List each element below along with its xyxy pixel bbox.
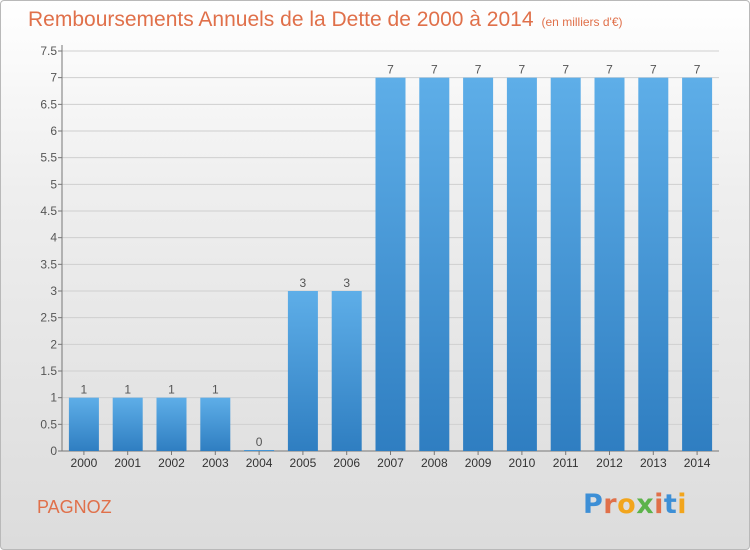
data-label: 7 <box>519 63 526 77</box>
bar <box>375 77 406 452</box>
x-tick-label: 2014 <box>684 456 711 470</box>
y-tick-label: 4.5 <box>40 204 57 218</box>
x-tick-label: 2000 <box>71 456 98 470</box>
bar <box>594 77 625 452</box>
y-tick-label: 1 <box>50 391 57 405</box>
logo-letter: t <box>663 489 678 520</box>
logo-letter: o <box>617 489 637 520</box>
bar <box>463 77 494 452</box>
data-label: 3 <box>300 276 307 290</box>
y-tick-label: 5 <box>50 177 57 191</box>
data-label: 1 <box>168 383 175 397</box>
data-label: 1 <box>212 383 219 397</box>
y-tick-label: 7 <box>50 71 57 85</box>
bar <box>550 77 581 452</box>
data-label: 3 <box>343 276 350 290</box>
data-label: 7 <box>387 63 394 77</box>
y-tick-label: 4 <box>50 231 57 245</box>
y-tick-label: 0.5 <box>40 417 57 431</box>
bar <box>331 291 362 451</box>
y-tick-label: 0 <box>50 444 57 458</box>
data-label: 7 <box>562 63 569 77</box>
bar <box>244 450 275 451</box>
x-tick-label: 2003 <box>202 456 229 470</box>
data-label: 7 <box>606 63 613 77</box>
data-label: 7 <box>475 63 482 77</box>
bar <box>68 397 99 451</box>
x-tick-label: 2009 <box>465 456 492 470</box>
x-tick-label: 2006 <box>333 456 360 470</box>
chart-title: Remboursements Annuels de la Dette de 20… <box>28 8 623 32</box>
bar <box>112 397 143 451</box>
bar <box>419 77 450 452</box>
y-tick-label: 5.5 <box>40 151 57 165</box>
commune-name: PAGNOZ <box>37 497 112 517</box>
data-label: 7 <box>694 63 701 77</box>
bar <box>156 397 187 451</box>
x-tick-label: 2004 <box>246 456 273 470</box>
data-label: 1 <box>124 383 131 397</box>
bar <box>506 77 537 452</box>
data-label: 7 <box>431 63 438 77</box>
y-tick-label: 2 <box>50 337 57 351</box>
y-tick-label: 7.5 <box>40 44 57 58</box>
x-tick-label: 2001 <box>114 456 141 470</box>
logo-letter: i <box>654 489 664 520</box>
data-label: 7 <box>650 63 657 77</box>
logo-letter: x <box>636 489 655 520</box>
x-tick-label: 2012 <box>596 456 623 470</box>
y-tick-label: 3.5 <box>40 257 57 271</box>
x-tick-label: 2005 <box>290 456 317 470</box>
bar <box>638 77 669 452</box>
chart-unit: (en milliers d'€) <box>541 15 623 29</box>
y-tick-label: 6 <box>50 124 57 138</box>
data-label: 1 <box>81 383 88 397</box>
chart-title-text: Remboursements Annuels de la Dette de 20… <box>28 8 534 31</box>
data-label: 0 <box>256 435 263 449</box>
x-tick-label: 2010 <box>509 456 536 470</box>
bar <box>287 291 318 451</box>
x-tick-label: 2008 <box>421 456 448 470</box>
x-tick-label: 2002 <box>158 456 185 470</box>
x-tick-label: 2013 <box>640 456 667 470</box>
proxiti-logo: Proxiti <box>583 489 687 520</box>
y-tick-label: 3 <box>50 284 57 298</box>
y-tick-label: 2.5 <box>40 311 57 325</box>
x-tick-label: 2007 <box>377 456 404 470</box>
bar <box>200 397 231 451</box>
y-tick-label: 1.5 <box>40 364 57 378</box>
logo-letter: r <box>603 489 618 520</box>
y-tick-label: 6.5 <box>40 97 57 111</box>
bar <box>682 77 713 452</box>
x-tick-label: 2011 <box>553 456 579 470</box>
logo-letter: i <box>677 489 688 520</box>
logo-letter: P <box>583 489 604 520</box>
